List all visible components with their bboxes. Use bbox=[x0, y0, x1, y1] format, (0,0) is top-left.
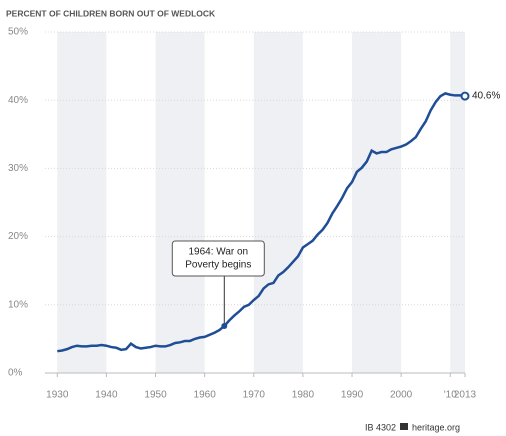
y-tick-label: 30% bbox=[8, 163, 28, 174]
band bbox=[450, 32, 465, 373]
y-tick-label: 40% bbox=[8, 95, 28, 106]
y-tick-label: 10% bbox=[8, 299, 28, 310]
end-marker bbox=[460, 91, 470, 101]
annotation-box bbox=[171, 240, 265, 277]
chart-title: PERCENT OF CHILDREN BORN OUT OF WEDLOCK bbox=[6, 8, 216, 18]
band bbox=[155, 32, 205, 373]
x-tick-label: 1990 bbox=[341, 390, 364, 401]
x-tick-label: 2000 bbox=[390, 390, 413, 401]
x-tick-label: 1980 bbox=[292, 390, 315, 401]
credit: heritage.org bbox=[412, 422, 460, 432]
x-tick-label: 1970 bbox=[243, 390, 266, 401]
data-label: 40.6% bbox=[472, 91, 500, 102]
line bbox=[57, 92, 466, 353]
annotation-point bbox=[221, 322, 228, 329]
y-tick-label: 0% bbox=[8, 368, 23, 379]
x-tick-label: 1960 bbox=[194, 390, 217, 401]
band bbox=[57, 32, 107, 373]
annotation-text: Poverty begins bbox=[185, 260, 251, 271]
source: IB 4302 bbox=[365, 422, 396, 432]
y-tick-label: 50% bbox=[8, 27, 28, 38]
band bbox=[352, 32, 402, 373]
y-tick-label: 20% bbox=[8, 231, 28, 242]
x-tick-label: '10 bbox=[444, 390, 457, 401]
x-tick-label: 1930 bbox=[46, 390, 69, 401]
x-tick-label: 1940 bbox=[95, 390, 118, 401]
x-tick-label: 2013 bbox=[454, 390, 477, 401]
x-tick-label: 1950 bbox=[144, 390, 167, 401]
band bbox=[253, 32, 303, 373]
logo-icon bbox=[400, 423, 408, 430]
annotation-text: 1964: War on bbox=[188, 247, 248, 258]
